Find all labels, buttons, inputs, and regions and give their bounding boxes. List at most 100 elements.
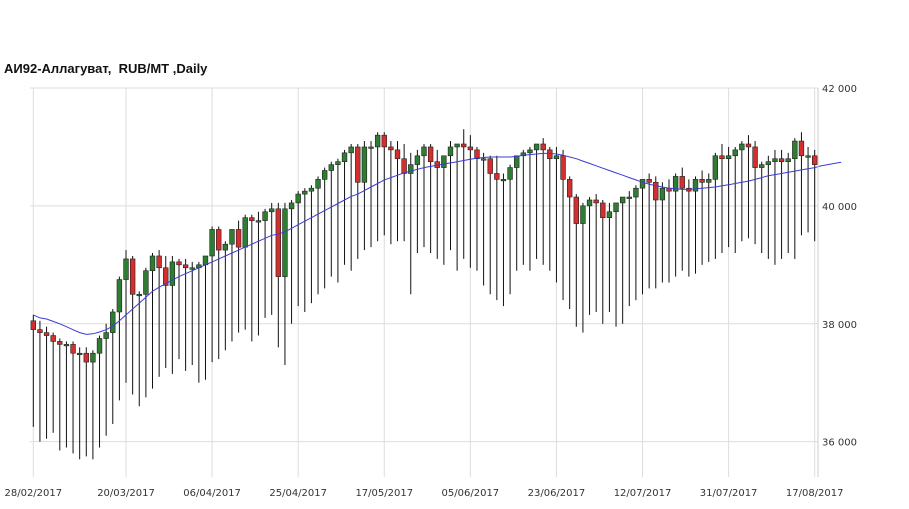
candle-body: [580, 205, 586, 224]
candle-body: [249, 217, 255, 221]
candle: [335, 158, 341, 283]
candle: [374, 132, 381, 242]
candle-body: [275, 208, 282, 277]
candle: [156, 250, 162, 377]
candle: [785, 152, 791, 254]
candle-body: [573, 196, 579, 224]
candle-body: [454, 143, 460, 148]
candle-body: [778, 158, 785, 162]
candle-body: [732, 149, 738, 157]
candle: [653, 176, 659, 289]
candle: [401, 143, 407, 242]
candle-body: [520, 152, 527, 157]
candle: [666, 179, 672, 283]
candle-body: [143, 270, 149, 295]
candle-body: [255, 220, 262, 223]
candle-body: [116, 279, 123, 313]
candle: [282, 202, 288, 366]
candle-body: [540, 143, 546, 151]
x-axis-ticks: 28/02/2017 20/03/2017 06/04/2017 25/04/2017…: [4, 488, 843, 499]
candle: [116, 276, 123, 401]
candle-body: [646, 179, 652, 183]
candle: [487, 155, 493, 295]
candle: [96, 335, 103, 448]
candle: [57, 338, 63, 451]
candle: [235, 220, 242, 333]
candle-body: [494, 173, 500, 180]
candle-body: [341, 152, 348, 162]
candle-body: [302, 190, 308, 195]
candle-body: [487, 158, 493, 174]
candle: [368, 141, 374, 248]
candle-body: [500, 179, 507, 182]
candle-body: [441, 155, 447, 168]
candle: [163, 255, 169, 368]
candle-body: [527, 149, 533, 154]
candle: [447, 141, 454, 251]
candle-body: [321, 170, 328, 180]
candle: [37, 320, 43, 442]
candle-body: [461, 143, 467, 148]
candle-body: [335, 161, 341, 165]
candle-body: [83, 352, 89, 363]
candle-body: [672, 176, 679, 192]
candle-body: [308, 187, 315, 192]
candle-body: [394, 149, 401, 160]
candle: [176, 258, 182, 360]
candle: [202, 255, 209, 380]
candle: [295, 191, 301, 307]
candle: [706, 173, 712, 262]
candle-body: [374, 134, 381, 148]
candle-body: [189, 267, 195, 270]
candle-body: [222, 243, 229, 251]
candle: [719, 143, 725, 254]
candle: [560, 149, 566, 301]
candle-body: [103, 332, 109, 339]
candle-body: [242, 217, 248, 248]
candle-body: [553, 155, 560, 160]
candle-body: [295, 193, 301, 204]
candles-layer: [30, 129, 818, 460]
candle: [752, 141, 758, 245]
candle: [315, 176, 321, 295]
candle-body: [613, 202, 619, 213]
candle: [143, 267, 149, 398]
candle-body: [388, 146, 394, 151]
candle: [533, 143, 540, 259]
candle: [639, 179, 646, 295]
candle: [242, 214, 248, 330]
candle-body: [355, 146, 361, 183]
candle: [686, 179, 692, 277]
candle: [434, 149, 440, 259]
candle: [63, 341, 70, 448]
candle: [394, 141, 401, 242]
candle: [646, 173, 652, 289]
candle-body: [408, 164, 414, 174]
candle-body: [70, 344, 76, 354]
candle: [136, 291, 142, 407]
candle: [566, 176, 573, 310]
candle-body: [361, 146, 368, 183]
candle: [414, 149, 421, 254]
candle: [672, 173, 679, 277]
candle-body: [533, 143, 540, 151]
candle: [43, 326, 50, 439]
candle-body: [606, 211, 613, 218]
candle-body: [805, 155, 811, 158]
candle-body: [90, 352, 96, 363]
candle-body: [368, 146, 374, 149]
candle-body: [480, 158, 487, 161]
candle: [606, 202, 613, 312]
candle: [288, 199, 295, 324]
candle: [699, 170, 705, 265]
candle-body: [593, 199, 599, 204]
candle-body: [798, 140, 805, 157]
candle-body: [37, 329, 43, 333]
candle-body: [586, 199, 593, 207]
candle: [798, 132, 805, 236]
candle-body: [739, 143, 745, 151]
y-tick-label: 42 000: [822, 84, 857, 95]
candle-body: [202, 255, 209, 266]
candle: [580, 202, 586, 333]
candle: [514, 155, 520, 271]
